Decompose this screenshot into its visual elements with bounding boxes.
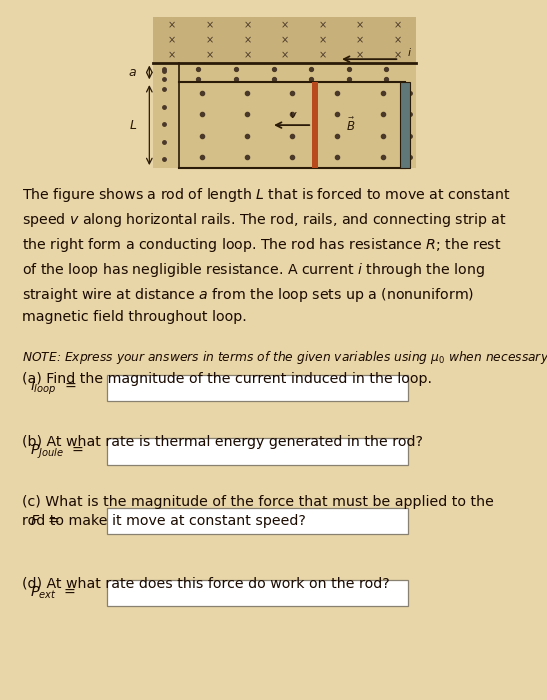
Text: $\times$: $\times$ <box>280 50 289 60</box>
Text: $\times$: $\times$ <box>393 35 401 46</box>
Text: (a) Find the magnitude of the current induced in the loop.: (a) Find the magnitude of the current in… <box>22 372 432 386</box>
Text: $P_{Joule}$  =: $P_{Joule}$ = <box>30 442 84 461</box>
Bar <box>107 580 408 606</box>
Bar <box>107 438 408 465</box>
Text: $F$  =: $F$ = <box>30 514 60 528</box>
Text: $\times$: $\times$ <box>242 35 252 46</box>
Text: (b) At what rate is thermal energy generated in the rod?: (b) At what rate is thermal energy gener… <box>22 435 423 449</box>
Text: $i_{loop}$  =: $i_{loop}$ = <box>30 378 77 398</box>
Bar <box>179 82 405 168</box>
Text: $\times$: $\times$ <box>167 20 176 30</box>
Text: $\times$: $\times$ <box>280 20 289 30</box>
Text: $\vec{B}$: $\vec{B}$ <box>346 117 355 134</box>
Text: $\times$: $\times$ <box>317 50 327 60</box>
Bar <box>107 508 408 534</box>
Text: $\times$: $\times$ <box>242 20 252 30</box>
Text: (d) At what rate does this force do work on the rod?: (d) At what rate does this force do work… <box>22 577 389 591</box>
Bar <box>400 82 410 168</box>
Text: NOTE: Express your answers in terms of the given variables using $\mu_0$ when ne: NOTE: Express your answers in terms of t… <box>22 349 547 365</box>
Text: $\times$: $\times$ <box>167 50 176 60</box>
Bar <box>153 18 416 168</box>
Text: (c) What is the magnitude of the force that must be applied to the
rod to make i: (c) What is the magnitude of the force t… <box>22 495 494 528</box>
Text: $\times$: $\times$ <box>355 35 364 46</box>
Text: $\times$: $\times$ <box>242 50 252 60</box>
Text: $\times$: $\times$ <box>355 50 364 60</box>
Text: $\times$: $\times$ <box>167 35 176 46</box>
Bar <box>153 18 416 62</box>
Text: $L$: $L$ <box>129 118 137 132</box>
Text: $a$: $a$ <box>129 66 137 79</box>
Text: $\times$: $\times$ <box>317 20 327 30</box>
Bar <box>107 374 408 401</box>
Text: $v$: $v$ <box>289 110 298 120</box>
Text: $\times$: $\times$ <box>355 20 364 30</box>
Text: $P_{ext}$  =: $P_{ext}$ = <box>30 584 76 601</box>
Text: $\times$: $\times$ <box>317 35 327 46</box>
Bar <box>312 82 318 168</box>
Text: The figure shows a rod of length $L$ that is forced to move at constant
speed $v: The figure shows a rod of length $L$ tha… <box>22 186 510 324</box>
Text: $\times$: $\times$ <box>205 50 214 60</box>
Text: $\times$: $\times$ <box>393 50 401 60</box>
Text: $\times$: $\times$ <box>280 35 289 46</box>
Text: $i$: $i$ <box>406 46 412 59</box>
Text: $\times$: $\times$ <box>393 20 401 30</box>
Text: $\times$: $\times$ <box>205 20 214 30</box>
Text: $\times$: $\times$ <box>205 35 214 46</box>
